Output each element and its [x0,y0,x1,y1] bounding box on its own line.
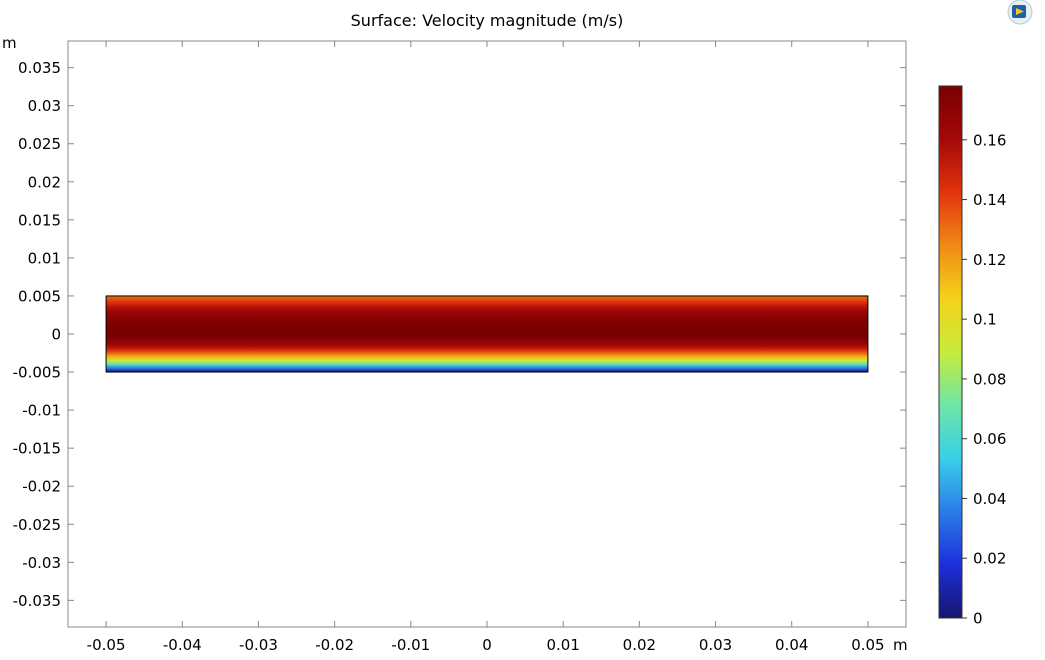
x-tick-label: 0.05 [851,636,884,654]
x-tick-label: -0.05 [87,636,126,654]
y-axis: 0.035 0.03 0.025 0.02 0.015 0.01 0.005 0 -0.005 -… [13,59,906,610]
x-tick-label: 0.03 [699,636,732,654]
x-tick-label: 0.01 [546,636,579,654]
x-unit-label: m [893,636,908,654]
x-tick-label: 0.04 [775,636,808,654]
y-unit-label: m [2,34,17,52]
colorbar-tick-label: 0.08 [973,370,1006,388]
y-tick-label: -0.015 [13,440,61,458]
colorbar-tick-label: 0.04 [973,490,1006,508]
y-tick-label: -0.005 [13,364,61,382]
logo-play-mark [1016,8,1024,15]
y-tick-label: 0.03 [28,97,61,115]
colorbar-tick-label: 0.06 [973,430,1006,448]
colorbar-tick-label: 0.1 [973,311,997,329]
y-tick-label: 0.015 [18,211,61,229]
y-tick-label: 0 [51,326,61,344]
colorbar-tick-label: 0.16 [973,131,1006,149]
y-tick-label: 0.02 [28,173,61,191]
x-axis: -0.05 -0.04 -0.03 -0.02 -0.01 0 0.01 0.02 0.03 0.… [87,41,885,654]
y-tick-label: -0.035 [13,592,61,610]
y-tick-label: 0.01 [28,249,61,267]
x-tick-label: -0.02 [315,636,354,654]
velocity-field-domain [105,295,869,373]
y-tick-label: 0.035 [18,59,61,77]
colorbar-tick-label: 0 [973,610,983,628]
colorbar-tick-label: 0.02 [973,550,1006,568]
y-tick-label: 0.005 [18,287,61,305]
x-tick-label: -0.01 [391,636,430,654]
y-tick-label: -0.02 [22,478,61,496]
x-tick-label: 0 [482,636,492,654]
colorbar-tick-label: 0.12 [973,251,1006,269]
colorbar-tick-label: 0.14 [973,191,1006,209]
y-tick-label: -0.01 [22,402,61,420]
colorbar [938,85,963,619]
y-tick-label: -0.03 [22,554,61,572]
x-tick-label: -0.03 [239,636,278,654]
y-tick-label: -0.025 [13,516,61,534]
colorbar-ticks: 0 0.02 0.04 0.06 0.08 0.1 0.12 0.14 0.16 [962,131,1006,628]
x-tick-label: -0.04 [163,636,202,654]
logo [1007,0,1033,25]
x-tick-label: 0.02 [623,636,656,654]
y-tick-label: 0.025 [18,135,61,153]
plot-title: Surface: Velocity magnitude (m/s) [351,11,624,30]
